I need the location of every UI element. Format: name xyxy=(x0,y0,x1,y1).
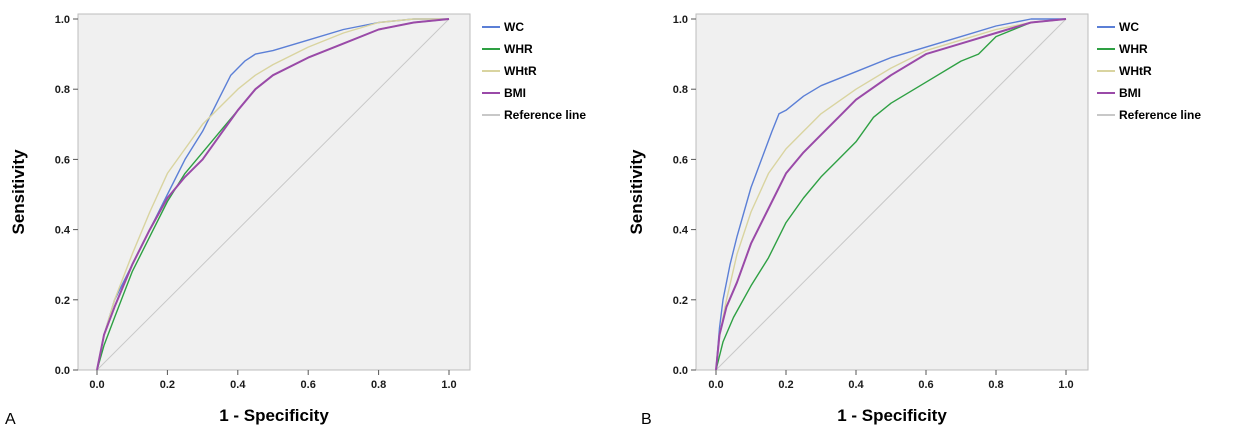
panel-a: 0.0 0.2 0.4 0.6 0.8 1.0 0.0 0.2 0.4 0.6 0.8 1.0 WC WH… xyxy=(5,13,586,428)
y-axis-label: Sensitivity xyxy=(9,149,28,235)
x-tick-label: 0.8 xyxy=(988,379,1003,391)
x-tick-label: 0.4 xyxy=(848,379,864,391)
legend-label: BMI xyxy=(504,86,526,100)
x-tick-label: 1.0 xyxy=(441,379,456,391)
y-tick-label: 0.4 xyxy=(673,225,689,237)
y-tick-label: 0.8 xyxy=(55,84,70,96)
series-line-whtr xyxy=(96,18,449,371)
legend-label: Reference line xyxy=(1119,108,1201,122)
x-tick-label: 0.0 xyxy=(89,379,104,391)
x-tick-label: 0.4 xyxy=(230,379,246,391)
x-axis-label: 1 - Specificity xyxy=(837,406,947,425)
series-line-bmi xyxy=(96,18,450,371)
y-tick-label: 0.6 xyxy=(55,154,70,166)
legend-label: Reference line xyxy=(504,108,586,122)
panel-letter: A xyxy=(5,411,16,428)
series-line-whtr xyxy=(715,18,1067,371)
x-tick-label: 0.2 xyxy=(778,379,793,391)
legend-label: WC xyxy=(504,20,524,34)
x-tick-label: 0.8 xyxy=(371,379,386,391)
series-line-bmi xyxy=(715,18,1067,371)
x-tick-label: 0.2 xyxy=(160,379,175,391)
y-axis-label: Sensitivity xyxy=(627,149,646,235)
x-axis-label: 1 - Specificity xyxy=(219,406,329,425)
panel-b: 0.0 0.2 0.4 0.6 0.8 1.0 0.0 0.2 0.4 0.6 0.8 1.0 WC WH… xyxy=(627,13,1201,428)
legend-label: WHR xyxy=(1119,42,1148,56)
x-tick-label: 0.6 xyxy=(918,379,933,391)
legend-label: WHtR xyxy=(1119,64,1152,78)
plot-area xyxy=(695,13,1089,371)
legend-label: WHtR xyxy=(504,64,537,78)
y-tick-label: 1.0 xyxy=(55,14,70,26)
y-tick-label: 0.0 xyxy=(55,365,70,377)
y-tick-label: 0.6 xyxy=(673,154,688,166)
y-tick-label: 0.4 xyxy=(55,225,71,237)
y-tick-label: 0.0 xyxy=(673,365,688,377)
legend-label: WHR xyxy=(504,42,533,56)
series-line-whr xyxy=(715,18,1067,371)
y-tick-label: 0.8 xyxy=(673,84,688,96)
legend-label: WC xyxy=(1119,20,1139,34)
panel-letter: B xyxy=(641,411,652,428)
x-tick-label: 0.0 xyxy=(708,379,723,391)
plot-area xyxy=(77,13,471,371)
y-tick-label: 0.2 xyxy=(673,295,688,307)
y-tick-label: 1.0 xyxy=(673,14,688,26)
series-line-wc xyxy=(715,18,1066,371)
y-tick-label: 0.2 xyxy=(55,295,70,307)
x-tick-label: 0.6 xyxy=(301,379,316,391)
x-tick-label: 1.0 xyxy=(1058,379,1073,391)
series-line-reference-line xyxy=(96,18,450,371)
series-line-reference-line xyxy=(715,18,1067,371)
legend-label: BMI xyxy=(1119,86,1141,100)
